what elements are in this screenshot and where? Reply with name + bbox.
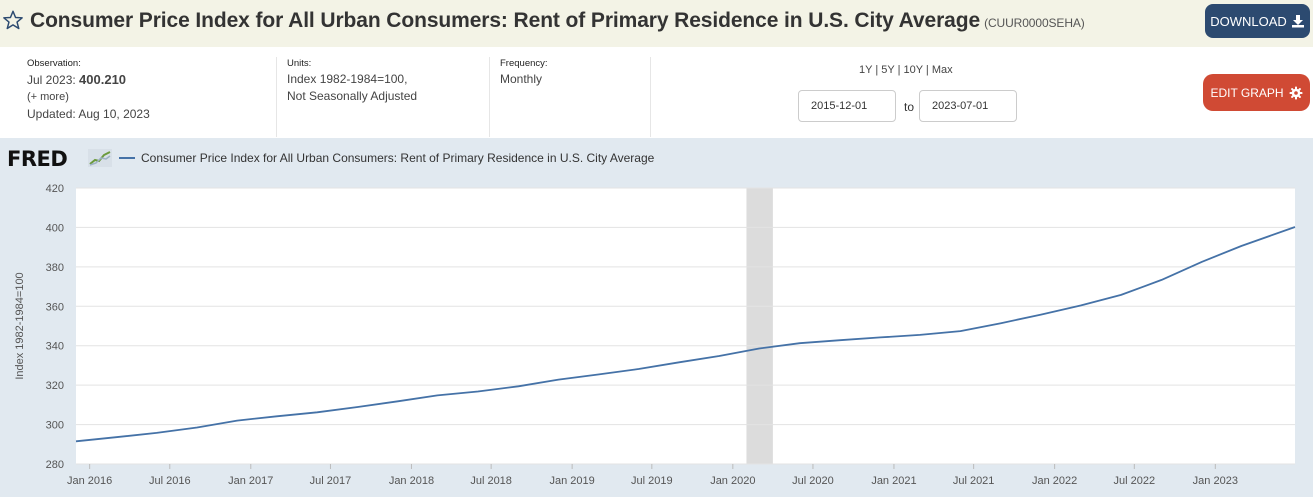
star-icon[interactable] (2, 7, 24, 33)
more-link[interactable]: (+ more) (27, 91, 69, 103)
x-tick-label: Jul 2019 (631, 475, 673, 487)
download-label: DOWNLOAD (1210, 13, 1287, 29)
fred-logo[interactable]: FRED (7, 147, 68, 171)
y-tick-label: 380 (46, 262, 64, 274)
x-tick-label: Jan 2021 (871, 475, 916, 487)
x-tick-label: Jul 2018 (470, 475, 512, 487)
range-5y[interactable]: 5Y (881, 64, 895, 76)
observation-value: 400.210 (79, 72, 127, 87)
x-tick-label: Jan 2020 (710, 475, 755, 487)
title-bar: Consumer Price Index for All Urban Consu… (0, 0, 1313, 47)
observation-date: Jul 2023: (27, 73, 76, 87)
legend-label: Consumer Price Index for All Urban Consu… (141, 151, 655, 165)
fred-chart-icon (88, 149, 112, 167)
x-tick-label: Jan 2023 (1193, 475, 1238, 487)
range-links: 1Y | 5Y | 10Y | Max (859, 64, 953, 76)
observation-label: Observation: (27, 58, 81, 69)
recession-bar (746, 188, 773, 464)
chart-area: FRED Consumer Price Index for All Urban … (0, 138, 1313, 497)
edit-graph-label: EDIT GRAPH (1210, 85, 1284, 100)
start-date-input[interactable]: 2015-12-01 (798, 90, 896, 122)
edit-graph-button[interactable]: EDIT GRAPH (1203, 74, 1310, 111)
legend-swatch (119, 157, 135, 159)
x-tick-label: Jan 2017 (228, 475, 273, 487)
y-tick-label: 420 (46, 183, 64, 195)
series-title: Consumer Price Index for All Urban Consu… (30, 9, 981, 32)
units-line-2: Not Seasonally Adjusted (287, 89, 418, 103)
y-axis-title: Index 1982-1984=100 (14, 272, 26, 379)
y-tick-label: 340 (46, 341, 64, 353)
gear-icon (1289, 86, 1303, 99)
frequency-label: Frequency: (500, 58, 548, 69)
units-block: Units: Index 1982-1984=100, Not Seasonal… (287, 57, 417, 105)
download-icon (1291, 15, 1304, 28)
units-label: Units: (287, 58, 312, 69)
y-tick-label: 280 (46, 459, 64, 471)
divider (276, 57, 277, 137)
divider (489, 57, 490, 137)
series-id: (CUUR0000SEHA) (984, 16, 1085, 30)
observation-block: Observation: Jul 2023: 400.210 (+ more) … (27, 57, 150, 123)
end-date-input[interactable]: 2023-07-01 (919, 90, 1017, 122)
range-1y[interactable]: 1Y (859, 64, 873, 76)
y-tick-label: 300 (46, 420, 64, 432)
range-10y[interactable]: 10Y (903, 64, 923, 76)
x-tick-label: Jan 2022 (1032, 475, 1077, 487)
date-to-label: to (904, 100, 915, 114)
x-tick-label: Jan 2016 (67, 475, 112, 487)
frequency-value: Monthly (500, 72, 543, 86)
units-line-1: Index 1982-1984=100, (287, 72, 408, 86)
y-tick-label: 400 (46, 222, 64, 234)
y-tick-label: 360 (46, 301, 64, 313)
download-button[interactable]: DOWNLOAD (1205, 4, 1310, 38)
divider (650, 57, 651, 137)
x-tick-label: Jul 2016 (149, 475, 191, 487)
y-tick-label: 320 (46, 380, 64, 392)
x-tick-label: Jul 2017 (310, 475, 352, 487)
x-tick-label: Jul 2020 (792, 475, 834, 487)
x-tick-label: Jul 2021 (953, 475, 995, 487)
page-title: Consumer Price Index for All Urban Consu… (30, 9, 1085, 33)
x-tick-label: Jan 2019 (550, 475, 595, 487)
x-tick-label: Jan 2018 (389, 475, 434, 487)
series-line[interactable] (75, 226, 1296, 443)
line-chart[interactable]: 280 300 320 340 360 380 400 420 Jan 2016 Jul 2016… (0, 138, 1313, 497)
updated-date: Updated: Aug 10, 2023 (27, 107, 150, 121)
x-tick-label: Jul 2022 (1114, 475, 1156, 487)
chart-legend[interactable]: Consumer Price Index for All Urban Consu… (119, 151, 654, 165)
series-meta: Observation: Jul 2023: 400.210 (+ more) … (0, 47, 1313, 138)
plot-background (76, 188, 1295, 464)
range-max[interactable]: Max (931, 64, 953, 76)
frequency-block: Frequency: Monthly (500, 57, 548, 88)
